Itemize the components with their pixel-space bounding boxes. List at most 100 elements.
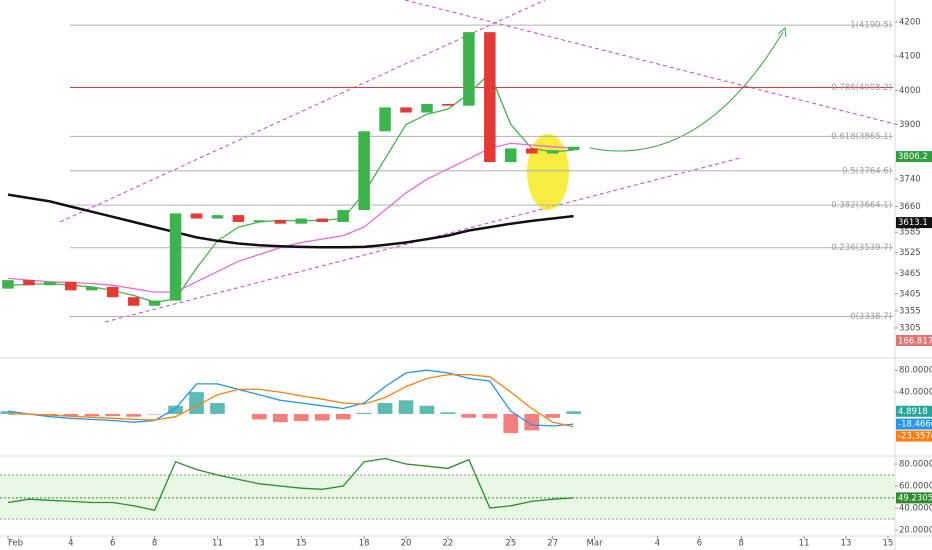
- candle: [316, 218, 328, 222]
- x-tick-label: 4: [655, 539, 660, 549]
- histogram-bar: [482, 413, 498, 419]
- candle: [65, 281, 77, 291]
- candle: [190, 213, 203, 219]
- x-tick-label: Feb: [8, 539, 23, 549]
- projection-curve: [589, 31, 784, 152]
- histogram-bar: [63, 413, 79, 417]
- price-tag: [896, 418, 932, 430]
- x-tick-label: 13: [841, 539, 852, 549]
- y-tick-label: 3405: [899, 289, 921, 299]
- candle: [86, 286, 98, 291]
- candle: [23, 280, 35, 286]
- price-tag-label: 3806.2: [898, 152, 928, 162]
- histogram-bar: [272, 413, 288, 423]
- candle: [567, 146, 580, 151]
- x-tick-label: 27: [547, 539, 558, 549]
- histogram-bar: [126, 413, 141, 417]
- candle: [44, 281, 56, 286]
- histogram-bar: [503, 413, 519, 434]
- histogram-bar: [440, 412, 456, 414]
- histogram-bar: [524, 413, 540, 431]
- histogram-bar: [0, 411, 16, 414]
- y-tick-label: 40.0000: [899, 388, 932, 398]
- histogram-bar: [147, 413, 162, 415]
- y-tick-label: 4000: [899, 86, 921, 96]
- x-tick-label: Mar: [587, 539, 604, 549]
- histogram-bar: [314, 413, 330, 421]
- y-tick-label: 80.0000: [899, 366, 932, 376]
- price-tag: [896, 217, 932, 229]
- fib-label: 0(3338.7): [850, 312, 892, 322]
- histogram-bar: [461, 413, 477, 418]
- x-tick-label: 6: [110, 539, 115, 549]
- x-tick-label: 8: [152, 539, 157, 549]
- histogram-bar: [84, 413, 100, 417]
- y-tick-label: 3585: [899, 228, 921, 238]
- series-line: [7, 142, 574, 293]
- price-tag: [896, 430, 932, 442]
- candle: [505, 148, 517, 163]
- series-line: [8, 373, 574, 428]
- y-tick-label: 3465: [899, 269, 921, 279]
- y-tick-label: 60.0000: [899, 482, 932, 492]
- series-line: [7, 72, 574, 303]
- x-tick-label: 13: [254, 539, 265, 549]
- histogram-bar: [105, 413, 121, 417]
- x-tick-label: 20: [401, 539, 412, 549]
- candle: [127, 297, 140, 306]
- volume-tag: [896, 335, 932, 346]
- price-tag-label: -18.4660: [898, 420, 932, 430]
- price-tag: [896, 405, 932, 417]
- y-tick-label: 20.0000: [899, 526, 932, 536]
- histogram-bar: [356, 412, 372, 414]
- y-tick-label: 4200: [899, 17, 921, 27]
- histogram-bar: [566, 411, 581, 414]
- descending-line: [404, 0, 896, 125]
- price-tag: [896, 151, 932, 163]
- candle: [421, 103, 433, 113]
- highlight-ellipse: [527, 134, 569, 210]
- series-line: [7, 369, 574, 427]
- x-tick-label: 25: [505, 539, 516, 549]
- histogram-bar: [189, 392, 204, 414]
- fib-label: 0.5(3764.6): [842, 166, 892, 176]
- fib-label: 0.236(3539.7): [831, 243, 892, 253]
- histogram-bar: [398, 400, 414, 414]
- y-tick-label: 3900: [899, 120, 921, 130]
- x-tick-label: 22: [443, 539, 454, 549]
- candle: [169, 213, 182, 301]
- histogram-bar: [377, 403, 393, 414]
- histogram-bar: [335, 413, 351, 420]
- fib-label: 0.618(3865.1): [831, 132, 892, 142]
- candle: [232, 215, 245, 222]
- candle: [484, 32, 496, 163]
- y-tick-label: 40.0000: [899, 504, 932, 514]
- candle: [2, 280, 14, 289]
- y-tick-label: 80.0000: [899, 460, 932, 470]
- candle: [358, 131, 370, 210]
- fib-label: 1(4190.5): [850, 21, 892, 31]
- x-tick-label: 15: [296, 539, 307, 549]
- price-tag-label: 3613.1: [898, 218, 928, 228]
- series-line: [7, 193, 574, 249]
- price-tag-label: 4.8918: [898, 407, 928, 417]
- x-tick-label: 11: [799, 539, 810, 549]
- candle: [463, 32, 475, 106]
- candle: [379, 107, 391, 132]
- projection-arrow: [777, 27, 787, 38]
- candle: [211, 215, 224, 219]
- x-tick-label: 6: [697, 539, 702, 549]
- x-tick-label: 18: [359, 539, 370, 549]
- histogram-bar: [210, 403, 225, 414]
- histogram-bar: [293, 413, 309, 422]
- candle: [295, 218, 308, 224]
- price-tag: [896, 492, 932, 504]
- histogram-bar: [419, 405, 435, 414]
- x-tick-label: 15: [882, 539, 893, 549]
- x-tick-label: 4: [68, 539, 73, 549]
- x-tick-label: 11: [212, 539, 223, 549]
- y-tick-label: 3740: [899, 175, 921, 185]
- candle: [400, 107, 412, 113]
